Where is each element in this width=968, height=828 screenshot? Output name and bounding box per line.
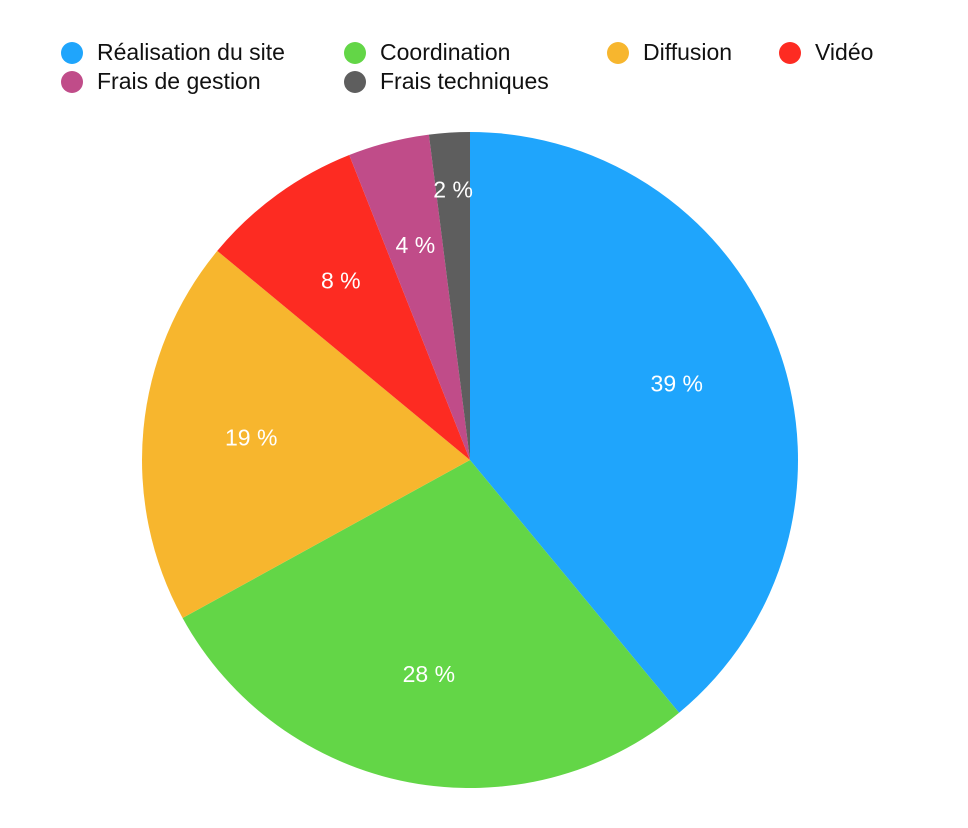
pie-slice (349, 134, 470, 461)
legend-swatch (344, 42, 366, 64)
slice-label: 19 % (225, 424, 277, 450)
slice-label: 28 % (403, 661, 455, 687)
slice-label: 4 % (396, 232, 436, 258)
legend-label: Réalisation du site (97, 39, 285, 65)
legend-label: Frais de gestion (97, 68, 261, 94)
legend-label: Frais techniques (380, 68, 549, 94)
slice-label: 39 % (651, 371, 703, 397)
slice-label: 2 % (433, 177, 473, 203)
legend-swatch (61, 42, 83, 64)
legend-swatch (779, 42, 801, 64)
pie-slice (470, 132, 798, 713)
pie-slice (182, 460, 680, 788)
legend-label: Diffusion (643, 39, 732, 65)
legend-swatch (61, 71, 83, 93)
legend-label: Vidéo (815, 39, 873, 65)
pie-slice (217, 155, 470, 460)
slice-label: 8 % (321, 267, 361, 293)
pie-slice (142, 250, 471, 619)
legend-swatch (607, 42, 629, 64)
legend-swatch (344, 71, 366, 93)
legend-label: Coordination (380, 39, 510, 65)
pie-slice (428, 132, 470, 460)
